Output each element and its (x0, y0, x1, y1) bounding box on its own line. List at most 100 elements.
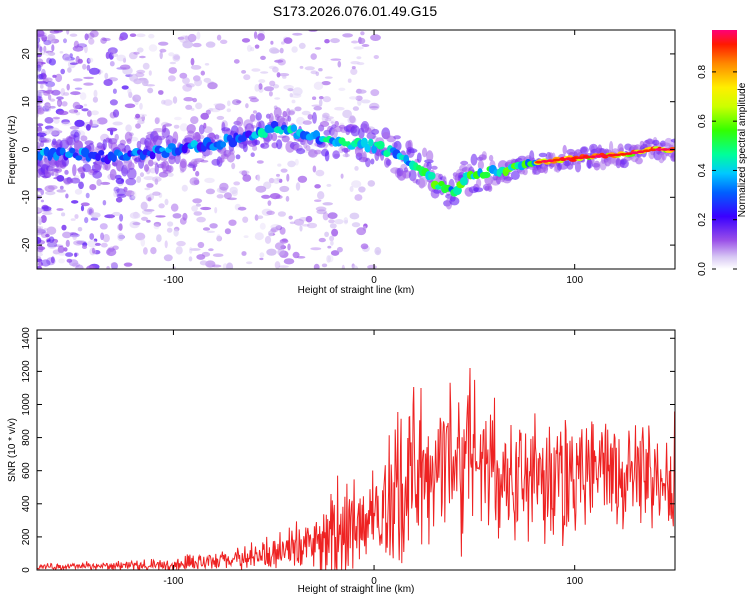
spectrogram-noise-blob (93, 89, 98, 98)
spectrogram-halo-blob (562, 144, 567, 155)
spectrogram-noise-blob (37, 123, 44, 127)
spectrogram-ridge-blob (69, 147, 76, 154)
spectrogram-noise-blob (206, 230, 216, 233)
spectrogram-noise-blob (324, 118, 332, 122)
spectrogram-noise-blob (86, 265, 96, 269)
spectrogram-noise-blob (100, 232, 105, 241)
spectrogram-noise-blob (277, 211, 286, 217)
spectrogram-noise-blob (241, 70, 247, 74)
spectrogram-noise-blob (274, 59, 284, 63)
spectrogram-noise-blob (140, 201, 148, 210)
spectrogram-noise-blob (376, 250, 380, 254)
spectrogram-noise-blob (259, 222, 266, 230)
spectrogram-noise-blob (43, 228, 49, 231)
spectrogram-noise-blob (74, 188, 83, 195)
spectrogram-noise-blob (101, 37, 111, 42)
spectrogram-noise-blob (321, 263, 328, 268)
spectrogram-peak-blob (582, 155, 591, 159)
spectrogram-halo-blob (611, 148, 619, 154)
spectrogram-noise-blob (82, 63, 87, 70)
spectrogram-noise-blob (249, 113, 256, 122)
spectrogram-halo-blob (281, 135, 290, 143)
spectrogram-noise-blob (37, 64, 42, 72)
spectrogram-halo-blob (52, 138, 57, 146)
spectrogram-peak-blob (588, 155, 597, 159)
spectrogram-noise-blob (173, 228, 179, 237)
colorbar-label: Normalized spectral amplitude (737, 82, 748, 217)
spectrogram-noise-blob (89, 233, 95, 240)
spectrogram-ridge-blob (376, 140, 385, 150)
colorbar-ticks: 0.0 0.2 0.4 0.6 0.8 (697, 64, 737, 276)
spectrogram-noise-blob (92, 96, 98, 103)
spectrogram-noise-blob (352, 106, 359, 111)
spectrogram-halo-blob (192, 160, 198, 166)
spectrogram-noise-blob (243, 235, 249, 239)
spectrogram-noise-blob (74, 252, 79, 257)
spectrogram-noise-blob (37, 70, 40, 78)
spectrogram-noise-blob (321, 81, 331, 86)
spectrogram-halo-blob (403, 167, 409, 173)
spectrogram-noise-blob (132, 94, 142, 103)
spectrogram-noise-blob (257, 174, 261, 182)
spectrogram-noise-blob (213, 103, 221, 106)
spectrogram-halo-blob (350, 125, 360, 137)
spectrogram-halo-blob (312, 112, 317, 124)
spectrogram-noise-blob (74, 252, 78, 258)
spectrogram-halo-blob (268, 112, 274, 125)
spectrogram-noise-blob (260, 55, 266, 61)
spectrogram-noise-blob (207, 82, 218, 90)
spectrogram-noise-blob (318, 98, 323, 107)
spectrogram-noise-blob (330, 121, 334, 125)
spectrogram-noise-blob (141, 216, 148, 221)
spectrogram-noise-blob (37, 255, 42, 260)
spectrogram-peak-blob (534, 160, 543, 164)
spectrogram-noise-blob (233, 181, 241, 186)
spectrogram-peak-blob (661, 148, 669, 151)
spectrogram-noise-blob (192, 42, 202, 48)
spectrogram-noise-blob (370, 34, 381, 41)
spectrogram-noise-blob (276, 173, 280, 177)
spectrogram-noise-blob (88, 67, 100, 75)
spectrogram-halo-blob (271, 132, 278, 142)
spectrogram-noise-blob (274, 242, 285, 250)
spectrogram-halo-blob (66, 136, 76, 146)
spectrogram-noise-blob (329, 119, 336, 124)
spectrogram-halo-blob (296, 148, 306, 155)
spectrogram-noise-blob (99, 223, 108, 230)
spectrogram-noise-blob (52, 249, 61, 255)
spectrogram-noise-blob (253, 31, 258, 39)
spectrogram-noise-blob (354, 166, 359, 171)
spectrogram-noise-blob (330, 38, 340, 44)
spectrogram-noise-blob (328, 219, 335, 224)
spectrogram-halo-blob (314, 149, 322, 155)
spectrogram-halo-blob (172, 138, 177, 145)
spectrogram-halo-blob (179, 158, 187, 169)
spectrogram-halo-blob (80, 135, 88, 142)
spectrogram-noise-blob (196, 254, 206, 260)
spectrogram-noise-blob (37, 90, 44, 97)
spectrogram-noise-blob (112, 109, 120, 118)
spectrogram-noise-blob (370, 89, 380, 97)
spectrogram-noise-blob (283, 37, 293, 44)
spectrogram-noise-blob (106, 127, 118, 132)
spectrogram-noise-blob (312, 96, 317, 100)
spectrogram-halo-blob (426, 150, 434, 162)
spectrogram-noise-blob (268, 91, 273, 97)
spectrogram-noise-blob (81, 245, 88, 249)
snr-y-tick-label: 200 (21, 528, 32, 545)
spectrogram-noise-blob (184, 35, 189, 41)
spectrogram-y-tick-label: 10 (21, 96, 32, 108)
spectrogram-noise-blob (179, 72, 188, 79)
spectrogram-noise-blob (148, 44, 158, 52)
spectrogram-halo-blob (617, 143, 624, 154)
spectrogram-noise-blob (74, 87, 83, 90)
spectrogram-peak-blob (618, 153, 627, 156)
spectrogram-noise-blob (280, 168, 288, 173)
spectrogram-noise-blob (278, 178, 283, 183)
spectrogram-ridge-blob (460, 176, 468, 186)
spectrogram-noise-blob (179, 35, 190, 44)
spectrogram-noise-blob (299, 225, 303, 232)
spectrogram-halo-blob (393, 135, 401, 140)
